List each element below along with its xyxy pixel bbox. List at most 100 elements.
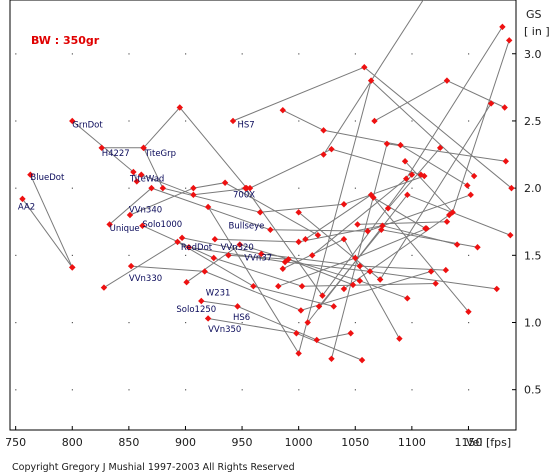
grid-dot [354,53,356,55]
series-line-extra-16 [357,221,447,225]
series-line-extra-3 [282,109,468,186]
series-line-bluedot [29,174,73,268]
data-point [361,63,368,71]
grid-dot [185,120,187,122]
powder-label-vvn350: VVn350 [208,325,241,335]
data-point [190,184,197,192]
data-point [183,278,190,286]
grid-dot [468,120,470,122]
data-point [432,280,439,287]
data-point [236,241,243,248]
data-point [340,285,348,293]
series-line-hs6 [201,300,351,341]
data-point [279,106,287,114]
data-point [258,250,265,258]
grid-dot [128,53,130,55]
y-tick-label: 3.0 [524,48,542,61]
series-line-aa2 [22,198,73,268]
data-point [298,283,306,290]
data-point [366,268,374,275]
grid-dot [468,187,470,189]
grid-dot [241,389,243,391]
grid-dot [185,187,187,189]
data-point [384,205,392,212]
data-point [443,218,451,225]
data-point [507,231,514,239]
series-line-extra-14 [387,147,441,209]
powder-label-vvn37: VVn37 [244,254,272,264]
data-point [242,184,249,192]
grid-dot [354,120,356,122]
data-point [422,225,429,232]
data-point [402,175,410,182]
series-line-w231 [186,244,408,299]
data-point [204,203,212,211]
grid-dot [411,254,413,256]
grid-dot [411,187,413,189]
data-point [442,266,450,274]
grid-dot [185,389,187,391]
series-line-extra-17 [323,0,424,155]
grid-dot [411,322,413,324]
data-point [501,104,508,111]
powder-label-vvn330: VVn330 [129,274,162,284]
data-point [198,297,205,305]
data-point [330,303,337,310]
data-point [285,256,292,263]
data-point [352,254,359,262]
series-line-vvn320 [188,246,497,290]
data-point [499,23,506,31]
data-point [508,184,515,192]
data-point [275,283,282,290]
y-tick-label: 2.5 [524,115,542,128]
data-point [401,158,409,165]
data-point [138,171,145,178]
powder-label-solo1250: Solo1250 [176,305,216,315]
grid-dot [241,187,243,189]
data-point [315,303,323,310]
data-point [225,252,232,259]
data-point [130,168,137,176]
data-point [340,235,348,243]
powder-label-hs7: HS7 [238,121,255,131]
grid-dot [128,322,130,324]
data-point [358,356,366,364]
data-point [221,179,229,186]
data-point [246,184,254,192]
grid-dot [15,389,17,391]
data-point [27,171,34,178]
x-tick-label: 800 [62,436,83,449]
data-point [313,336,320,344]
data-point [98,144,105,152]
data-point [201,268,208,275]
data-point [427,268,435,275]
data-point [127,262,135,270]
data-point [304,319,311,326]
grid-dot [71,53,73,55]
grid-dot [298,187,300,189]
grid-dot [15,254,17,256]
series-line-h4227 [101,106,247,189]
data-point [295,238,302,246]
x-tick-label: 750 [5,436,26,449]
data-point [397,141,404,149]
plot-frame [9,0,517,431]
grid-dot [71,322,73,324]
data-point [314,231,322,239]
grid-dot [411,120,413,122]
grid-dot [298,53,300,55]
data-point [474,244,481,251]
powder-label-titewad: TiteWad [129,174,164,184]
grid-dot [241,120,243,122]
grid-dot [185,53,187,55]
x-tick-label: 1100 [398,436,426,449]
powder-label-reddot: RedDot [181,243,213,253]
data-point [148,184,155,192]
data-point [320,151,327,158]
y-axis-unit: [ in ] [524,25,550,38]
data-point [204,315,212,322]
y-axis-title: GS [526,8,542,21]
powder-label-700x: 700X [233,191,255,201]
data-point [19,195,26,203]
grid-dot [128,187,130,189]
